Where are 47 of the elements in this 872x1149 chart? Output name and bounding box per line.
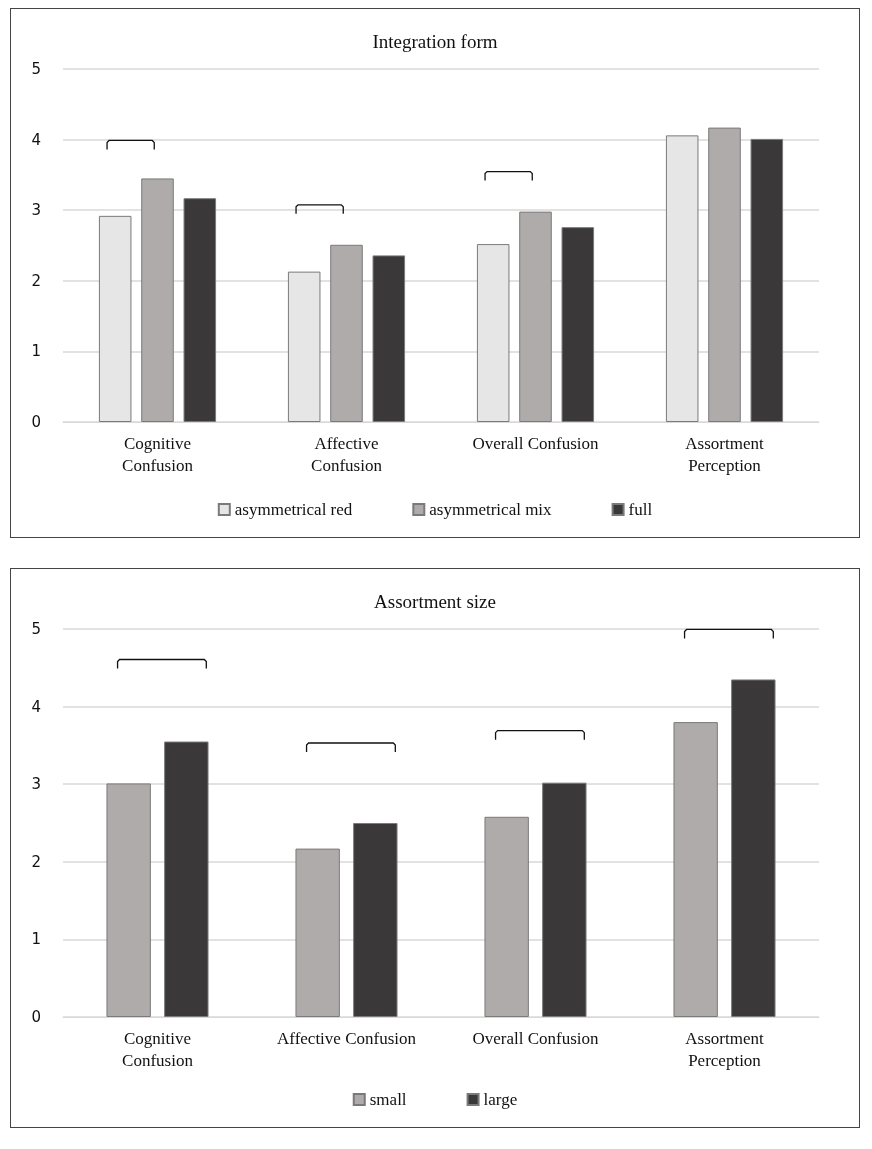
bar [295, 848, 340, 1017]
y-tick-label: 4 [31, 130, 41, 149]
legend-label: full [628, 500, 653, 519]
bar [673, 722, 718, 1017]
y-tick-label: 3 [31, 201, 41, 220]
bar [141, 178, 174, 422]
bar [561, 227, 595, 422]
legend-label: asymmetrical red [234, 500, 353, 519]
y-tick-label: 2 [31, 271, 41, 290]
bar [708, 127, 741, 422]
x-tick-label: Assortment Perception [685, 1028, 764, 1070]
bar [183, 198, 217, 422]
chart-title: Integration form [372, 31, 498, 52]
y-tick-label: 2 [31, 852, 41, 871]
bar [542, 782, 587, 1017]
chart-title: Assortment size [374, 591, 496, 612]
bar [372, 255, 406, 422]
y-tick-label: 3 [31, 775, 41, 794]
legend-label: asymmetrical mix [429, 500, 553, 519]
x-tick-label: Overall Confusion [472, 433, 600, 453]
y-tick-label: 5 [31, 60, 41, 78]
x-tick-label: Affective Confusion [311, 433, 383, 475]
bar [353, 823, 398, 1017]
bar [106, 783, 151, 1017]
bar [665, 135, 699, 422]
y-tick-label: 4 [31, 697, 41, 716]
bar [484, 816, 529, 1017]
x-tick-label: Cognitive Confusion [122, 433, 194, 475]
x-tick-label: Overall Confusion [472, 1028, 600, 1048]
y-tick-label: 5 [31, 620, 41, 638]
bar [98, 215, 132, 422]
bar [164, 741, 209, 1017]
x-tick-label: Affective Confusion [277, 1028, 417, 1048]
legend-label: small [369, 1090, 407, 1109]
y-tick-label: 0 [31, 413, 41, 431]
y-tick-label: 1 [31, 930, 41, 949]
bar [519, 211, 552, 422]
bar [330, 244, 363, 422]
x-tick-label: Assortment Perception [685, 433, 764, 475]
bar [731, 679, 776, 1017]
x-tick-label: Cognitive Confusion [122, 1028, 194, 1070]
y-tick-label: 0 [31, 1008, 41, 1026]
bar [476, 244, 510, 422]
legend-label: large [483, 1090, 518, 1109]
bar [750, 138, 784, 422]
y-tick-label: 1 [31, 342, 41, 361]
bar [287, 271, 321, 422]
